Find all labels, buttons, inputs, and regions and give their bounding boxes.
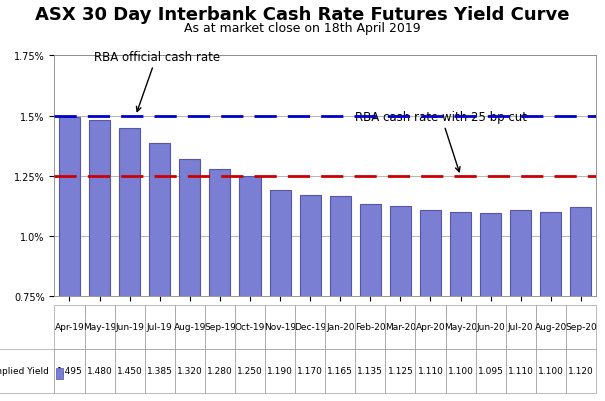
Bar <box>119 128 140 401</box>
Text: ASX 30 Day Interbank Cash Rate Futures Yield Curve: ASX 30 Day Interbank Cash Rate Futures Y… <box>35 6 570 24</box>
Text: As at market close on 18th April 2019: As at market close on 18th April 2019 <box>184 22 421 35</box>
Bar <box>480 214 501 401</box>
Text: RBA official cash rate: RBA official cash rate <box>94 51 220 112</box>
Bar <box>330 197 351 401</box>
Bar <box>420 210 441 401</box>
Bar <box>571 208 592 401</box>
Bar <box>360 204 381 401</box>
Bar <box>390 207 411 401</box>
Bar <box>240 176 261 401</box>
Bar <box>270 191 290 401</box>
Bar <box>59 117 80 401</box>
Bar <box>540 213 561 401</box>
Bar <box>510 210 531 401</box>
Bar <box>89 121 110 401</box>
Bar <box>299 196 321 401</box>
Bar <box>179 160 200 401</box>
Bar <box>450 213 471 401</box>
Text: RBA cash rate with 25 bp cut: RBA cash rate with 25 bp cut <box>355 111 528 172</box>
Bar <box>149 144 170 401</box>
Bar <box>209 169 231 401</box>
